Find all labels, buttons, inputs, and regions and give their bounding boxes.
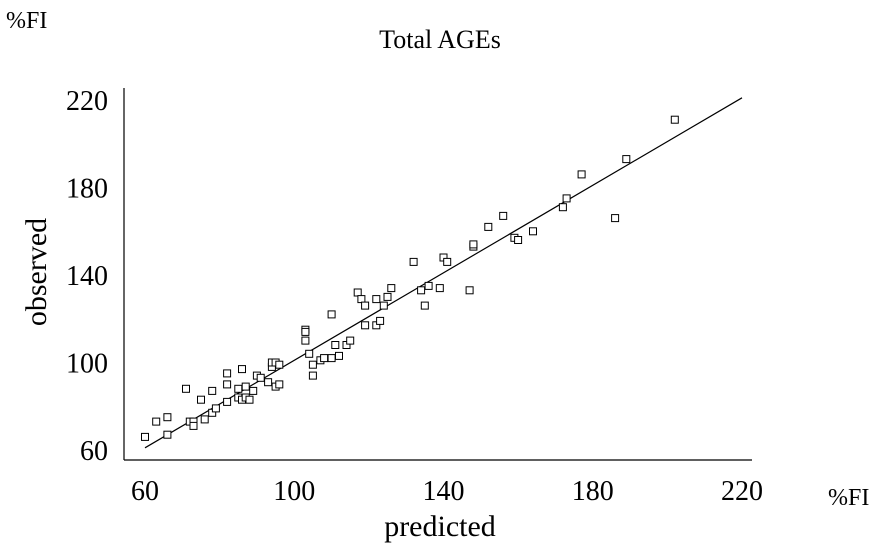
data-point	[301, 336, 310, 345]
x-tick-label: 100	[273, 476, 315, 507]
data-point	[163, 413, 172, 422]
data-point	[301, 327, 310, 336]
data-point	[223, 380, 232, 389]
data-point	[320, 354, 329, 363]
x-axis-label: predicted	[384, 510, 496, 543]
data-point	[417, 286, 426, 295]
y-axis-label: observed	[20, 218, 53, 326]
data-points	[141, 115, 679, 441]
data-point	[435, 284, 444, 293]
data-point	[245, 395, 254, 404]
data-point	[484, 222, 493, 231]
data-point	[234, 384, 243, 393]
data-point	[387, 284, 396, 293]
chart-title: Total AGEs	[379, 25, 501, 54]
data-point	[264, 378, 273, 387]
y-tick-label: 100	[66, 349, 108, 380]
data-point	[383, 292, 392, 301]
data-point	[670, 115, 679, 124]
x-tick-label: 180	[572, 476, 614, 507]
data-point	[189, 421, 198, 430]
data-point	[163, 430, 172, 439]
data-point	[197, 395, 205, 404]
data-point	[275, 380, 284, 389]
data-point	[200, 415, 209, 424]
data-point	[529, 227, 537, 236]
data-point	[327, 354, 336, 363]
data-point	[577, 170, 586, 179]
data-point	[152, 417, 161, 426]
data-point	[562, 194, 571, 203]
data-point	[211, 404, 220, 413]
data-point	[469, 240, 478, 249]
data-point	[346, 336, 355, 345]
data-point	[223, 397, 232, 406]
x-tick-label: 60	[131, 476, 159, 507]
data-point	[256, 373, 265, 382]
data-point	[372, 295, 381, 304]
y-tick-label: 60	[80, 436, 108, 467]
data-point	[335, 351, 343, 360]
data-point	[327, 310, 336, 319]
x-tick-label: 140	[423, 476, 465, 507]
data-point	[238, 365, 246, 374]
data-point	[182, 384, 190, 393]
y-tick-label: 220	[66, 86, 108, 117]
data-point	[331, 341, 340, 349]
x-tick-label: 220	[721, 476, 763, 507]
data-point	[465, 286, 474, 295]
data-point	[424, 281, 433, 290]
data-point	[357, 295, 366, 304]
y-tick-labels: 60 100 140 180 220	[66, 86, 108, 467]
data-point	[622, 155, 631, 164]
data-point	[223, 369, 232, 378]
y-tick-label: 180	[66, 174, 108, 205]
x-tick-labels: 60 100 140 180 220	[131, 476, 763, 507]
data-point	[514, 236, 523, 244]
y-tick-label: 140	[66, 261, 108, 292]
data-point	[308, 371, 317, 380]
data-point	[376, 316, 385, 325]
data-point	[443, 257, 452, 266]
data-point	[361, 301, 370, 310]
data-point	[353, 288, 362, 297]
data-point	[208, 386, 217, 395]
data-point	[379, 301, 388, 310]
data-point	[305, 349, 314, 358]
data-point	[241, 382, 250, 391]
data-point	[558, 203, 567, 212]
y-unit-label: %FI	[6, 8, 47, 34]
data-point	[409, 257, 418, 266]
data-point	[249, 386, 258, 395]
data-point	[499, 211, 508, 220]
data-point	[275, 360, 284, 369]
x-unit-label: %FI	[828, 485, 869, 511]
data-point	[361, 321, 370, 330]
data-point	[308, 360, 317, 369]
data-point	[420, 301, 429, 310]
data-point	[611, 214, 620, 223]
data-point	[141, 432, 149, 441]
